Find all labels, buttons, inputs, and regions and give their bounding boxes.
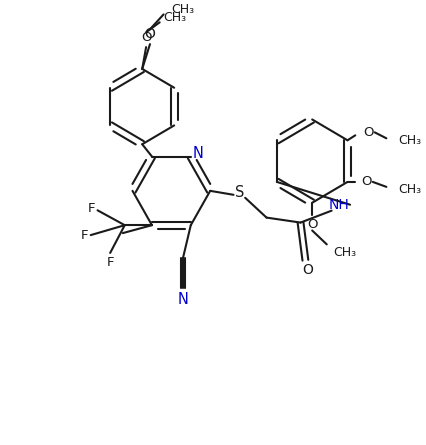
Text: O: O xyxy=(302,263,313,277)
Text: F: F xyxy=(106,256,114,269)
Text: O: O xyxy=(362,175,372,188)
Text: CH₃: CH₃ xyxy=(171,3,195,16)
Text: CH₃: CH₃ xyxy=(334,246,357,259)
Text: NH: NH xyxy=(329,198,350,212)
Text: CH₃: CH₃ xyxy=(164,11,187,24)
Text: N: N xyxy=(178,292,188,307)
Text: O: O xyxy=(144,27,155,41)
Text: F: F xyxy=(81,229,89,242)
Text: O: O xyxy=(364,126,374,139)
Text: S: S xyxy=(235,185,244,200)
Text: CH₃: CH₃ xyxy=(398,183,421,196)
Text: O: O xyxy=(307,218,317,231)
Text: F: F xyxy=(88,202,95,215)
Text: CH₃: CH₃ xyxy=(398,134,421,147)
Text: N: N xyxy=(193,146,204,161)
Text: O: O xyxy=(141,31,151,44)
